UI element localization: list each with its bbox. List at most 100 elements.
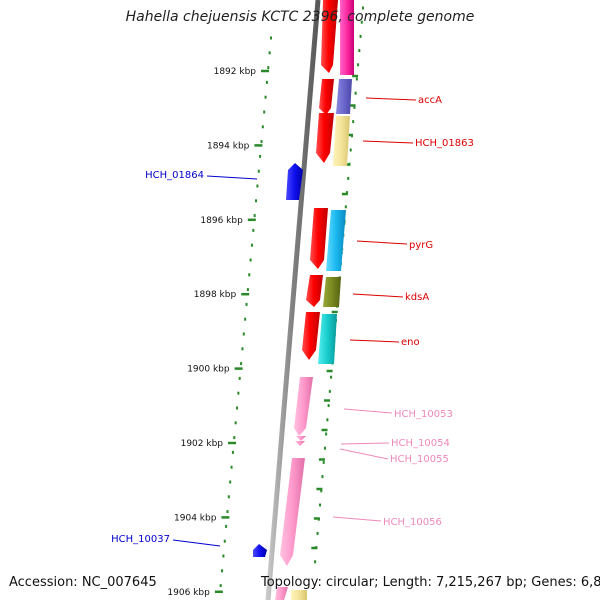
ruler-tick-label: 1898 kbp [194, 290, 237, 300]
inner-dotted-guide [219, 36, 272, 588]
guide-dot [221, 569, 224, 573]
gene-arrow-pyrG [310, 208, 328, 269]
guide-dot [330, 375, 333, 379]
guide-dot [249, 258, 252, 262]
guide-dot [265, 80, 268, 84]
guide-dot [321, 475, 324, 479]
genome-backbone [265, 0, 321, 601]
gene-label-leader [356, 240, 408, 245]
guide-dot [236, 406, 238, 410]
function-box-teal [318, 314, 337, 364]
gene-label-leader [343, 408, 393, 414]
guide-dot [250, 243, 253, 247]
gene-label-leader [172, 539, 221, 547]
gene-label[interactable]: HCH_01863 [415, 138, 474, 149]
reverse-strand-genes [253, 163, 303, 557]
guide-dot [252, 228, 255, 232]
gene-label[interactable]: HCH_10054 [391, 438, 450, 449]
guide-dot [349, 148, 352, 152]
guide-dot [246, 288, 249, 292]
function-box-yellow-bottom [291, 590, 307, 600]
gene-label[interactable]: HCH_10037 [111, 534, 170, 545]
guide-dot [326, 418, 329, 422]
guide-dot [219, 584, 222, 588]
guide-dot [268, 51, 271, 55]
gene-label[interactable]: kdsA [405, 292, 429, 303]
guide-dot [270, 36, 272, 40]
map-title: Hahella chejuensis KCTC 2396, complete g… [125, 9, 475, 25]
gene-arrow-accA [319, 79, 334, 115]
guide-dot [237, 391, 240, 395]
gene-label-leader [352, 293, 404, 298]
gene-label-leader [365, 97, 417, 101]
function-box-purple [336, 79, 352, 114]
gene-arrow-eno [302, 312, 320, 360]
guide-dot [319, 503, 322, 507]
guide-dot [255, 199, 258, 203]
ruler-ticks: 1892 kbp 1894 kbp 1896 kbp 1898 kbp 1900 kbp… [167, 67, 359, 598]
guide-dot [344, 205, 347, 209]
gene-label[interactable]: HCH_01864 [145, 170, 204, 181]
gene-label[interactable]: eno [401, 337, 420, 348]
ruler-tick-label: 1896 kbp [200, 216, 243, 226]
guide-dot [346, 191, 349, 195]
guide-dot [357, 63, 360, 67]
guide-dot [328, 389, 331, 393]
guide-dot [248, 273, 251, 277]
guide-dot [226, 510, 229, 514]
guide-dot [230, 465, 233, 469]
guide-dot [245, 302, 248, 306]
gene-label-leader [332, 516, 382, 522]
guide-dot [347, 176, 350, 180]
function-box-yellow [333, 116, 350, 166]
gene-label-leader [206, 175, 258, 180]
guide-dot [257, 169, 260, 173]
gene-arrow-pink-bottom [275, 587, 288, 600]
gene-label[interactable]: HCH_10053 [394, 409, 453, 420]
gene-label-leader [349, 339, 400, 343]
ruler-tick-label: 1904 kbp [174, 513, 217, 523]
gene-label[interactable]: pyrG [409, 240, 433, 251]
ruler-tick-label: 1900 kbp [187, 365, 230, 375]
guide-dot [354, 91, 357, 95]
guide-dot [267, 66, 270, 70]
gene-arrow-HCH_10054 [296, 436, 306, 441]
guide-dot [355, 77, 358, 81]
gene-label-leader [362, 140, 414, 144]
gene-label[interactable]: accA [418, 95, 442, 106]
guide-dot [222, 554, 225, 558]
gene-arrow-red [321, 0, 338, 73]
guide-dot [227, 495, 230, 499]
guide-dot [234, 421, 237, 425]
guide-dot [229, 480, 232, 484]
ruler-tick-label: 1892 kbp [214, 67, 257, 77]
guide-dot [238, 376, 241, 380]
guide-dot [260, 140, 263, 144]
function-box-magenta [340, 0, 354, 75]
guide-dot [316, 531, 319, 535]
guide-dot [263, 110, 266, 114]
gene-arrow-HCH_10055 [295, 441, 305, 446]
guide-dot [325, 432, 328, 436]
forward-strand-genes [275, 0, 338, 600]
guide-dot [358, 49, 361, 53]
guide-dot [322, 460, 325, 464]
guide-dot [320, 489, 323, 493]
guide-dot [231, 450, 234, 454]
gene-label-leader [339, 448, 389, 460]
guide-dot [323, 446, 326, 450]
gene-labels: accA HCH_01863 HCH_01864 pyrG kdsA eno HCH_100… [111, 95, 474, 547]
guide-dot [242, 332, 245, 336]
guide-dot [253, 214, 256, 218]
gene-label[interactable]: HCH_10055 [390, 454, 449, 465]
guide-dot [360, 20, 363, 24]
function-color-column [291, 0, 354, 600]
guide-dot [241, 347, 244, 351]
gene-label[interactable]: HCH_10056 [383, 517, 442, 528]
gene-arrow-HCH_10037 [253, 544, 267, 557]
gene-arrow-HCH_10053 [294, 377, 313, 436]
accession-text: Accession: NC_007645 [9, 575, 157, 590]
guide-dot [353, 105, 356, 109]
gene-label-leader [340, 442, 390, 445]
